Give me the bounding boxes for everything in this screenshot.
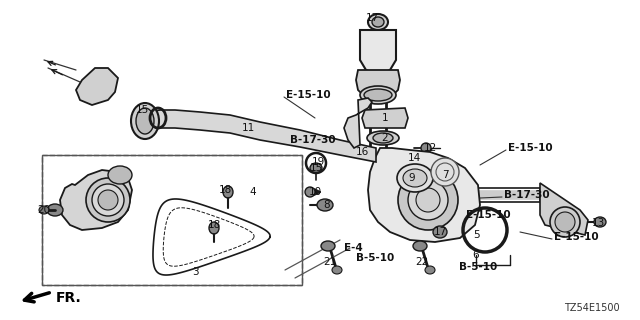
Ellipse shape (408, 180, 448, 220)
Ellipse shape (555, 212, 575, 232)
Bar (42, 155, 302, 285)
Text: E-15-10: E-15-10 (554, 232, 598, 242)
Ellipse shape (317, 199, 333, 211)
Ellipse shape (372, 17, 384, 27)
Ellipse shape (332, 266, 342, 274)
Ellipse shape (550, 207, 580, 237)
Text: 15: 15 (309, 163, 323, 173)
Polygon shape (344, 98, 372, 148)
Ellipse shape (431, 158, 459, 186)
Ellipse shape (433, 226, 447, 238)
Text: 2: 2 (381, 133, 388, 143)
Text: 19: 19 (312, 157, 324, 167)
Ellipse shape (364, 89, 392, 101)
Text: E-4: E-4 (344, 243, 363, 253)
Polygon shape (540, 183, 588, 235)
Ellipse shape (92, 184, 124, 216)
Text: 6: 6 (473, 250, 479, 260)
Text: FR.: FR. (56, 291, 82, 305)
Text: E-15-10: E-15-10 (466, 210, 511, 220)
Text: 8: 8 (324, 200, 330, 210)
Ellipse shape (310, 163, 322, 173)
Text: 15: 15 (136, 105, 148, 115)
Text: B-5-10: B-5-10 (356, 253, 394, 263)
Ellipse shape (47, 204, 63, 216)
Ellipse shape (397, 164, 433, 192)
Ellipse shape (408, 153, 420, 163)
Text: E-15-10: E-15-10 (508, 143, 552, 153)
Ellipse shape (398, 170, 458, 230)
Ellipse shape (368, 14, 388, 30)
Ellipse shape (594, 217, 606, 227)
Text: 11: 11 (241, 123, 255, 133)
Text: 14: 14 (408, 153, 420, 163)
Ellipse shape (108, 166, 132, 184)
Text: 12: 12 (424, 143, 436, 153)
Ellipse shape (86, 178, 130, 222)
Ellipse shape (425, 266, 435, 274)
Text: 13: 13 (591, 218, 605, 228)
Ellipse shape (39, 206, 49, 214)
Polygon shape (356, 70, 400, 102)
Text: 18: 18 (218, 185, 232, 195)
Ellipse shape (136, 108, 154, 134)
Text: 10: 10 (308, 187, 321, 197)
Text: 20: 20 (37, 205, 51, 215)
Text: B-5-10: B-5-10 (459, 262, 497, 272)
Text: 9: 9 (409, 173, 415, 183)
Polygon shape (76, 68, 118, 105)
Ellipse shape (321, 241, 335, 251)
Ellipse shape (209, 222, 219, 234)
Ellipse shape (360, 86, 396, 104)
Text: 16: 16 (355, 147, 369, 157)
Text: B-17-30: B-17-30 (504, 190, 550, 200)
Ellipse shape (367, 131, 399, 145)
Text: B-17-30: B-17-30 (290, 135, 335, 145)
Text: 5: 5 (473, 230, 479, 240)
Polygon shape (362, 108, 408, 128)
Text: 22: 22 (415, 257, 429, 267)
Bar (42, 155, 302, 285)
Ellipse shape (131, 103, 159, 139)
Text: 4: 4 (250, 187, 256, 197)
Text: TZ54E1500: TZ54E1500 (564, 303, 620, 313)
Polygon shape (60, 170, 132, 230)
Text: 18: 18 (207, 220, 221, 230)
Text: 21: 21 (323, 257, 337, 267)
Polygon shape (368, 148, 480, 242)
Ellipse shape (305, 187, 315, 197)
Text: E-15-10: E-15-10 (286, 90, 331, 100)
Polygon shape (360, 30, 396, 75)
Ellipse shape (373, 133, 393, 143)
Text: 7: 7 (442, 170, 448, 180)
Polygon shape (148, 110, 376, 162)
Text: 1: 1 (381, 113, 388, 123)
Text: 17: 17 (433, 227, 447, 237)
Ellipse shape (413, 241, 427, 251)
Ellipse shape (98, 190, 118, 210)
Ellipse shape (416, 188, 440, 212)
Ellipse shape (356, 147, 368, 157)
Text: 17: 17 (365, 13, 379, 23)
Ellipse shape (421, 143, 431, 153)
Ellipse shape (403, 169, 427, 187)
Ellipse shape (223, 186, 233, 198)
Text: 3: 3 (192, 267, 198, 277)
